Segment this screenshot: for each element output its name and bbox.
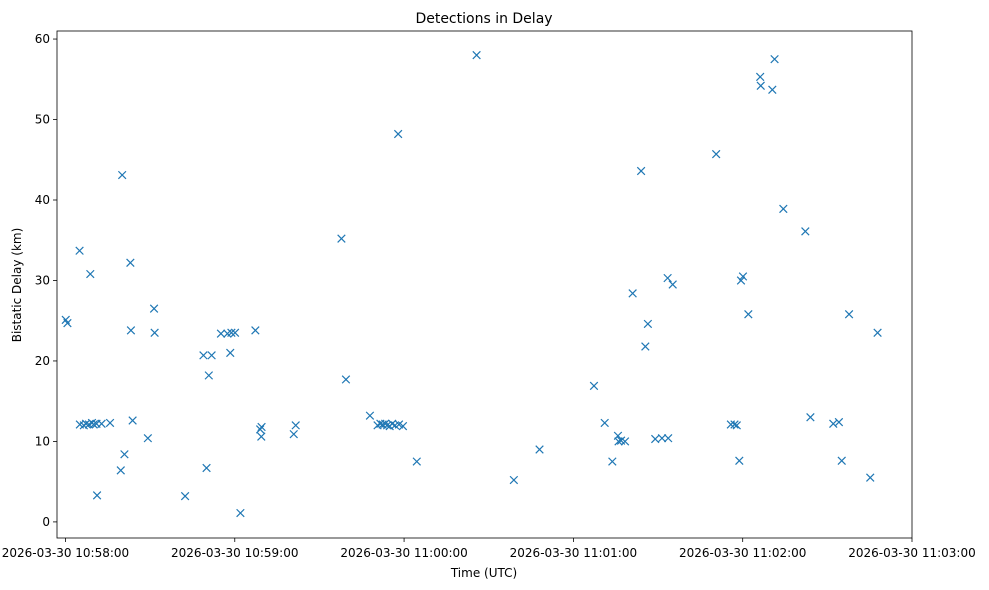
data-point <box>755 72 765 82</box>
data-point <box>63 318 72 328</box>
y-axis: 0 10 20 30 40 50 60 <box>35 32 57 529</box>
data-point <box>608 457 617 466</box>
data-point <box>643 319 653 329</box>
y-tick-label: 40 <box>35 193 50 207</box>
data-point <box>770 54 779 64</box>
y-tick-label: 60 <box>35 32 50 46</box>
data-point <box>204 371 214 380</box>
data-point <box>509 475 519 485</box>
data-point <box>628 289 637 298</box>
plot-frame <box>56 30 913 539</box>
data-point <box>251 326 260 335</box>
data-point <box>736 276 746 285</box>
data-point <box>657 433 667 443</box>
y-tick-label: 20 <box>35 354 50 368</box>
y-tick-label: 30 <box>35 273 50 287</box>
y-tick-label: 50 <box>35 113 50 127</box>
data-point <box>291 421 300 430</box>
x-tick-label: 2026-03-30 10:58:00 <box>2 546 129 560</box>
data-point <box>829 419 838 428</box>
data-point <box>650 434 660 444</box>
data-point <box>589 381 599 391</box>
data-point <box>86 269 95 279</box>
data-point <box>207 351 216 360</box>
data-point <box>614 437 623 446</box>
data-point <box>202 463 211 473</box>
data-point <box>289 429 298 439</box>
data-point <box>600 418 609 428</box>
x-tick-label: 2026-03-30 11:02:00 <box>679 546 806 560</box>
data-point <box>738 272 748 281</box>
data-point <box>180 491 190 501</box>
data-point <box>837 456 846 465</box>
data-point <box>89 420 98 429</box>
data-point <box>257 432 266 441</box>
data-point <box>227 328 236 338</box>
data-point <box>663 273 672 283</box>
data-point <box>636 166 646 176</box>
data-point <box>732 421 741 430</box>
data-point <box>75 246 84 255</box>
data-point <box>126 258 135 267</box>
x-tick-label: 2026-03-30 11:00:00 <box>340 546 467 560</box>
chart-title: Detections in Delay <box>415 11 552 27</box>
data-point <box>768 85 777 94</box>
y-tick-label: 0 <box>42 515 50 529</box>
data-point <box>668 280 677 289</box>
data-point <box>341 375 351 384</box>
data-point <box>398 421 408 431</box>
data-point <box>393 129 403 139</box>
data-point <box>412 457 422 466</box>
data-point <box>199 351 208 360</box>
data-point <box>117 170 127 180</box>
data-point <box>143 433 153 443</box>
x-tick-label: 2026-03-30 11:03:00 <box>848 546 975 560</box>
data-point <box>257 422 266 432</box>
data-point <box>337 234 346 243</box>
x-axis-label: Time (UTC) <box>450 566 517 580</box>
data-point <box>711 149 721 159</box>
data-point <box>216 329 226 338</box>
x-axis: 2026-03-30 10:58:00 2026-03-30 10:59:00 20… <box>2 538 976 560</box>
data-point <box>779 204 788 214</box>
data-point <box>873 328 882 338</box>
data-point <box>116 466 125 475</box>
data-point <box>806 413 815 422</box>
data-point <box>801 227 810 236</box>
data-point <box>744 310 753 319</box>
data-point <box>126 326 136 335</box>
data-point <box>844 310 854 319</box>
x-tick-label: 2026-03-30 11:01:00 <box>510 546 637 560</box>
data-point <box>226 348 235 358</box>
data-point <box>382 421 392 430</box>
data-point <box>230 328 240 338</box>
y-tick-label: 10 <box>35 434 50 448</box>
marker-layer <box>61 50 882 518</box>
data-point <box>834 417 844 427</box>
data-point <box>663 433 673 443</box>
data-point <box>620 437 630 446</box>
data-point <box>756 81 765 90</box>
data-point <box>255 425 265 434</box>
data-point <box>730 420 739 429</box>
y-axis-label: Bistatic Delay (km) <box>10 228 24 343</box>
data-point <box>150 328 159 338</box>
x-tick-label: 2026-03-30 10:59:00 <box>171 546 298 560</box>
data-point <box>735 456 744 465</box>
data-point <box>866 473 875 482</box>
data-point <box>149 304 159 313</box>
data-point <box>105 418 115 428</box>
data-point <box>535 445 544 454</box>
data-point <box>120 450 129 459</box>
data-point <box>365 411 375 420</box>
data-point <box>92 491 102 500</box>
data-point <box>236 508 245 518</box>
data-point <box>97 419 106 428</box>
data-point <box>472 50 481 60</box>
data-point <box>641 342 650 351</box>
data-point <box>128 416 137 425</box>
